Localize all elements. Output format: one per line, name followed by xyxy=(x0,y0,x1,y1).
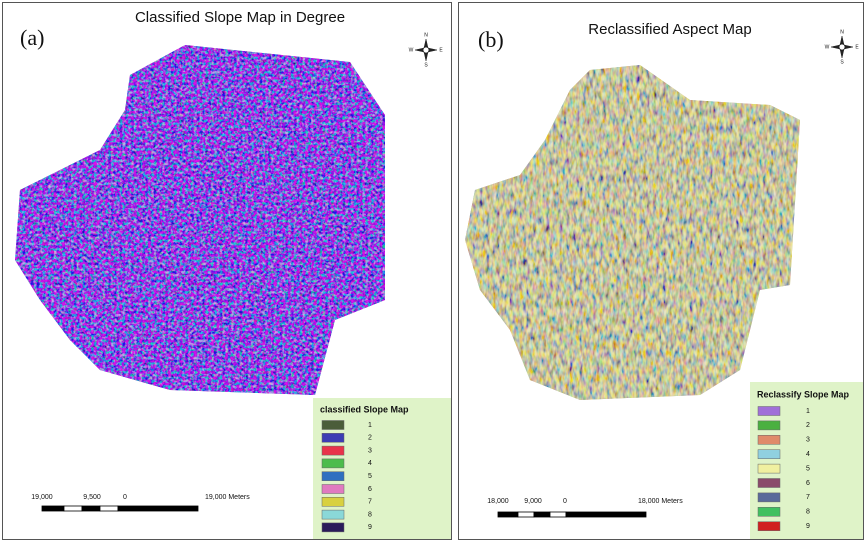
legend-label: 4 xyxy=(368,460,372,467)
legend-title: classified Slope Map xyxy=(320,404,409,414)
scale-bar-label: 9,000 xyxy=(524,498,542,505)
legend-label: 1 xyxy=(368,422,372,429)
panel-title: Reclassified Aspect Map xyxy=(588,21,751,38)
scale-bar-segment xyxy=(534,512,550,517)
scale-bar-label: 9,500 xyxy=(83,494,101,501)
legend-swatch xyxy=(322,433,344,442)
legend-label: 8 xyxy=(806,509,810,516)
legend-swatch xyxy=(758,479,780,488)
scale-bar-segment xyxy=(518,512,534,517)
legend-label: 2 xyxy=(806,422,810,429)
compass-letter: N xyxy=(840,29,844,35)
scale-bar-segment xyxy=(498,512,518,517)
legend-swatch xyxy=(758,464,780,473)
panel-title: Classified Slope Map in Degree xyxy=(135,9,345,26)
legend-swatch xyxy=(322,459,344,468)
legend-swatch xyxy=(322,523,344,532)
legend-label: 3 xyxy=(806,437,810,444)
figure: Classified Slope Map in Degree(a)NSEWcla… xyxy=(0,0,866,543)
compass-letter: W xyxy=(409,47,414,53)
legend-label: 5 xyxy=(368,473,372,480)
compass-letter: N xyxy=(424,32,428,38)
scale-bar-label: 18,000 xyxy=(487,498,509,505)
legend-label: 7 xyxy=(806,494,810,501)
legend-label: 4 xyxy=(806,451,810,458)
compass-letter: W xyxy=(825,44,830,50)
legend-swatch xyxy=(758,421,780,430)
scale-bar-label: 19,000 xyxy=(31,494,53,501)
scale-bar-segment xyxy=(118,506,198,511)
legend-swatch xyxy=(322,421,344,430)
legend-swatch xyxy=(758,407,780,416)
legend-swatch xyxy=(322,497,344,506)
scale-bar-segment xyxy=(82,506,100,511)
legend-label: 5 xyxy=(806,465,810,472)
legend-swatch xyxy=(758,493,780,502)
legend-label: 8 xyxy=(368,511,372,518)
scale-bar-label: 0 xyxy=(563,498,567,505)
legend-label: 2 xyxy=(368,435,372,442)
legend-label: 7 xyxy=(368,499,372,506)
scale-bar-label: 0 xyxy=(123,494,127,501)
legend-swatch xyxy=(758,450,780,459)
legend-swatch xyxy=(322,472,344,481)
legend-label: 9 xyxy=(806,523,810,530)
legend-title: Reclassify Slope Map xyxy=(757,389,850,399)
legend-label: 6 xyxy=(368,486,372,493)
scale-bar-segment xyxy=(100,506,118,511)
scale-bar-segment xyxy=(42,506,64,511)
legend-swatch xyxy=(758,507,780,516)
scale-bar-label: 19,000 Meters xyxy=(205,494,250,501)
scale-bar-segment xyxy=(64,506,82,511)
legend-swatch xyxy=(322,485,344,494)
legend-label: 6 xyxy=(806,480,810,487)
legend-swatch xyxy=(322,446,344,455)
scale-bar-segment xyxy=(566,512,646,517)
panel-label: (b) xyxy=(478,27,504,52)
legend-swatch xyxy=(322,510,344,519)
legend-swatch xyxy=(758,435,780,444)
panel-label: (a) xyxy=(20,25,44,50)
legend-label: 1 xyxy=(806,408,810,415)
legend-label: 3 xyxy=(368,447,372,454)
scale-bar-segment xyxy=(550,512,566,517)
legend-swatch xyxy=(758,522,780,531)
scale-bar-label: 18,000 Meters xyxy=(638,498,683,505)
legend-label: 9 xyxy=(368,524,372,531)
